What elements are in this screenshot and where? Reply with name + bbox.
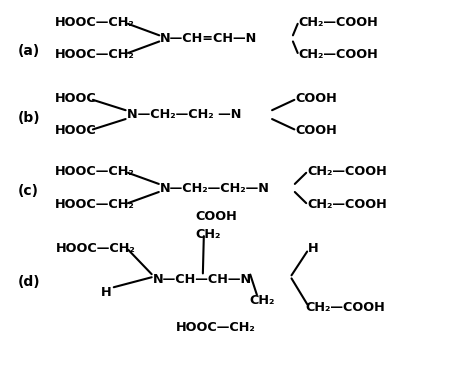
Text: CH₂—COOH: CH₂—COOH [299, 48, 378, 61]
Text: COOH: COOH [295, 124, 337, 137]
Text: H: H [101, 286, 111, 299]
Text: (b): (b) [18, 111, 41, 125]
Text: CH₂—COOH: CH₂—COOH [307, 165, 387, 178]
Text: N—CH₂—CH₂ —N: N—CH₂—CH₂ —N [127, 108, 241, 121]
Text: COOH: COOH [295, 92, 337, 105]
Text: CH₂: CH₂ [195, 228, 221, 241]
Text: HOOC—CH₂: HOOC—CH₂ [176, 321, 256, 334]
Text: CH₂—COOH: CH₂—COOH [306, 301, 385, 314]
Text: CH₂—COOH: CH₂—COOH [299, 16, 378, 29]
Text: HOOC: HOOC [55, 92, 96, 105]
Text: HOOC—CH₂: HOOC—CH₂ [55, 165, 134, 178]
Text: HOOC—CH₂: HOOC—CH₂ [56, 242, 136, 255]
Text: (d): (d) [18, 275, 41, 289]
Text: (a): (a) [18, 44, 40, 58]
Text: (c): (c) [18, 184, 39, 198]
Text: HOOC: HOOC [55, 124, 96, 137]
Text: HOOC—CH₂: HOOC—CH₂ [55, 198, 134, 211]
Text: N—CH=CH—N: N—CH=CH—N [160, 32, 257, 45]
Text: CH₂—COOH: CH₂—COOH [307, 198, 387, 211]
Text: COOH: COOH [195, 210, 237, 223]
Text: CH₂: CH₂ [250, 294, 275, 307]
Text: HOOC—CH₂: HOOC—CH₂ [55, 16, 134, 29]
Text: N—CH—CH—N: N—CH—CH—N [153, 273, 252, 286]
Text: HOOC—CH₂: HOOC—CH₂ [55, 48, 134, 61]
Text: H: H [308, 242, 319, 255]
Text: N—CH₂—CH₂—N: N—CH₂—CH₂—N [160, 182, 270, 195]
